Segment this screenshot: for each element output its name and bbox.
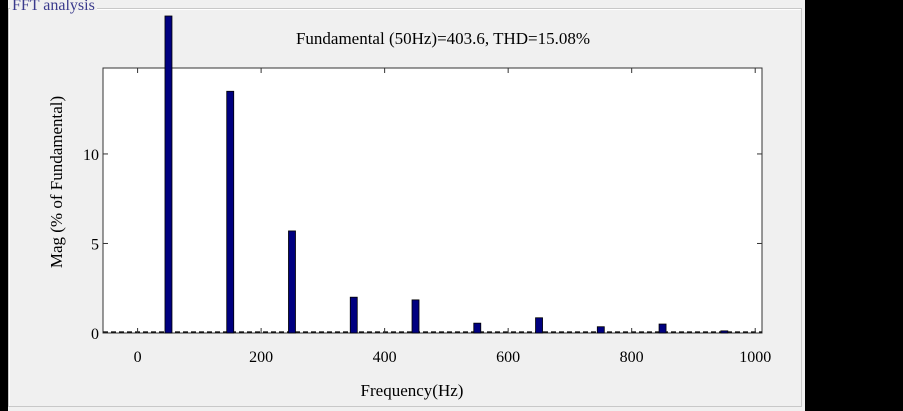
bar-850hz <box>658 323 667 334</box>
svg-text:0: 0 <box>134 349 142 366</box>
svg-text:0: 0 <box>91 326 99 343</box>
bar-750hz <box>596 326 605 334</box>
svg-text:5: 5 <box>91 236 99 253</box>
bar-350hz <box>349 296 358 334</box>
bar-250hz <box>288 230 296 334</box>
bar-50hz <box>164 15 173 334</box>
svg-text:200: 200 <box>249 349 273 366</box>
panel-frame <box>8 8 802 407</box>
svg-text:10: 10 <box>83 147 99 164</box>
y-axis-label: Mag (% of Fundamental) <box>47 96 66 268</box>
bar-150hz <box>226 90 235 334</box>
x-axis-label: Frequency(Hz) <box>361 381 464 400</box>
x-tick-labels: 0 200 400 600 800 1000 <box>134 349 772 366</box>
panel-title: FFT analysis <box>10 0 97 15</box>
axis-ticks <box>103 68 762 334</box>
svg-text:1000: 1000 <box>739 349 771 366</box>
plot-area <box>102 67 763 334</box>
svg-text:600: 600 <box>496 349 520 366</box>
svg-text:400: 400 <box>373 349 397 366</box>
bars <box>164 15 729 334</box>
bar-450hz <box>411 299 420 334</box>
y-tick-labels: 0 5 10 <box>83 147 99 343</box>
svg-text:800: 800 <box>620 349 644 366</box>
bar-650hz <box>535 317 543 334</box>
bar-950hz <box>720 330 729 334</box>
chart-subtitle: Fundamental (50Hz)=403.6, THD=15.08% <box>296 29 590 48</box>
bar-550hz <box>473 322 482 334</box>
